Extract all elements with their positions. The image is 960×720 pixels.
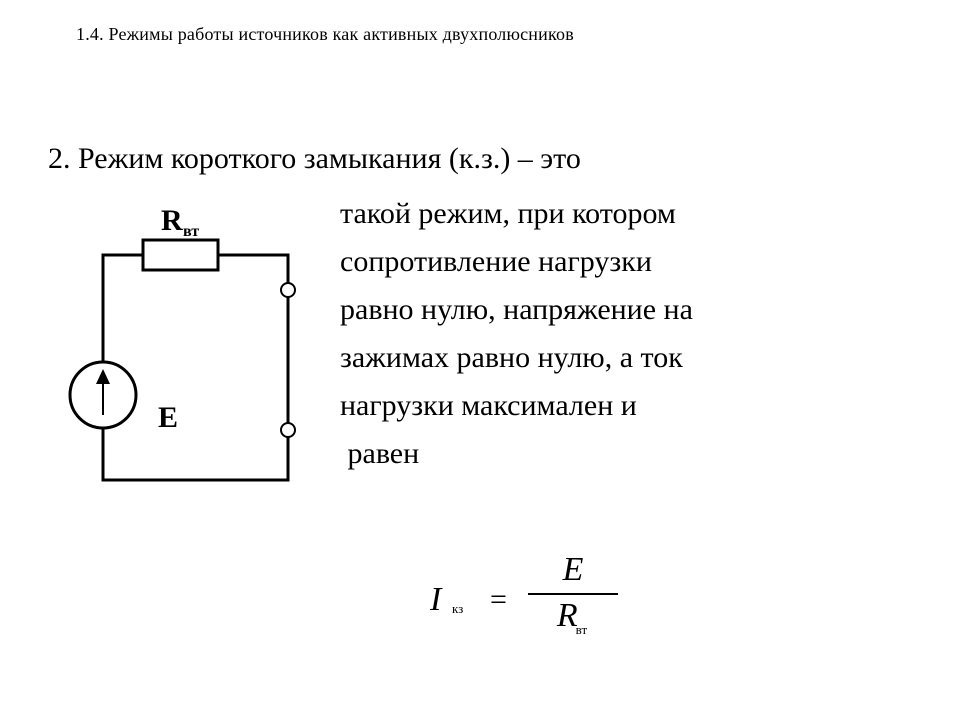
body-line-3: равно нулю, напряжение на [340, 286, 920, 334]
section-header: 1.4. Режимы работы источников как активн… [76, 24, 574, 45]
body-line-2: сопротивление нагрузки [340, 238, 920, 286]
body-line-6: равен [340, 430, 920, 478]
body-line-5: нагрузки максимален и [340, 382, 920, 430]
svg-text:R: R [161, 204, 183, 237]
body-line-4: зажимах равно нулю, а ток [340, 334, 920, 382]
formula-num: E [528, 551, 618, 589]
formula-lhs-var: I [430, 581, 441, 619]
paragraph-body: такой режим, при котором сопротивление н… [340, 190, 920, 478]
circuit-diagram: Rвт E [48, 200, 328, 520]
formula: I кз = E Rвт [430, 545, 690, 655]
body-line-1: такой режим, при котором [340, 190, 920, 238]
formula-bar [528, 593, 618, 595]
formula-den-sub: вт [576, 622, 588, 637]
formula-lhs-sub: кз [452, 601, 463, 617]
formula-den-var: R [557, 597, 578, 634]
paragraph-lead: 2. Режим короткого замыкания (к.з.) – эт… [48, 142, 581, 176]
svg-text:вт: вт [183, 223, 199, 240]
formula-eq: = [490, 583, 507, 617]
svg-text:E: E [158, 401, 178, 434]
formula-den: Rвт [528, 597, 618, 641]
